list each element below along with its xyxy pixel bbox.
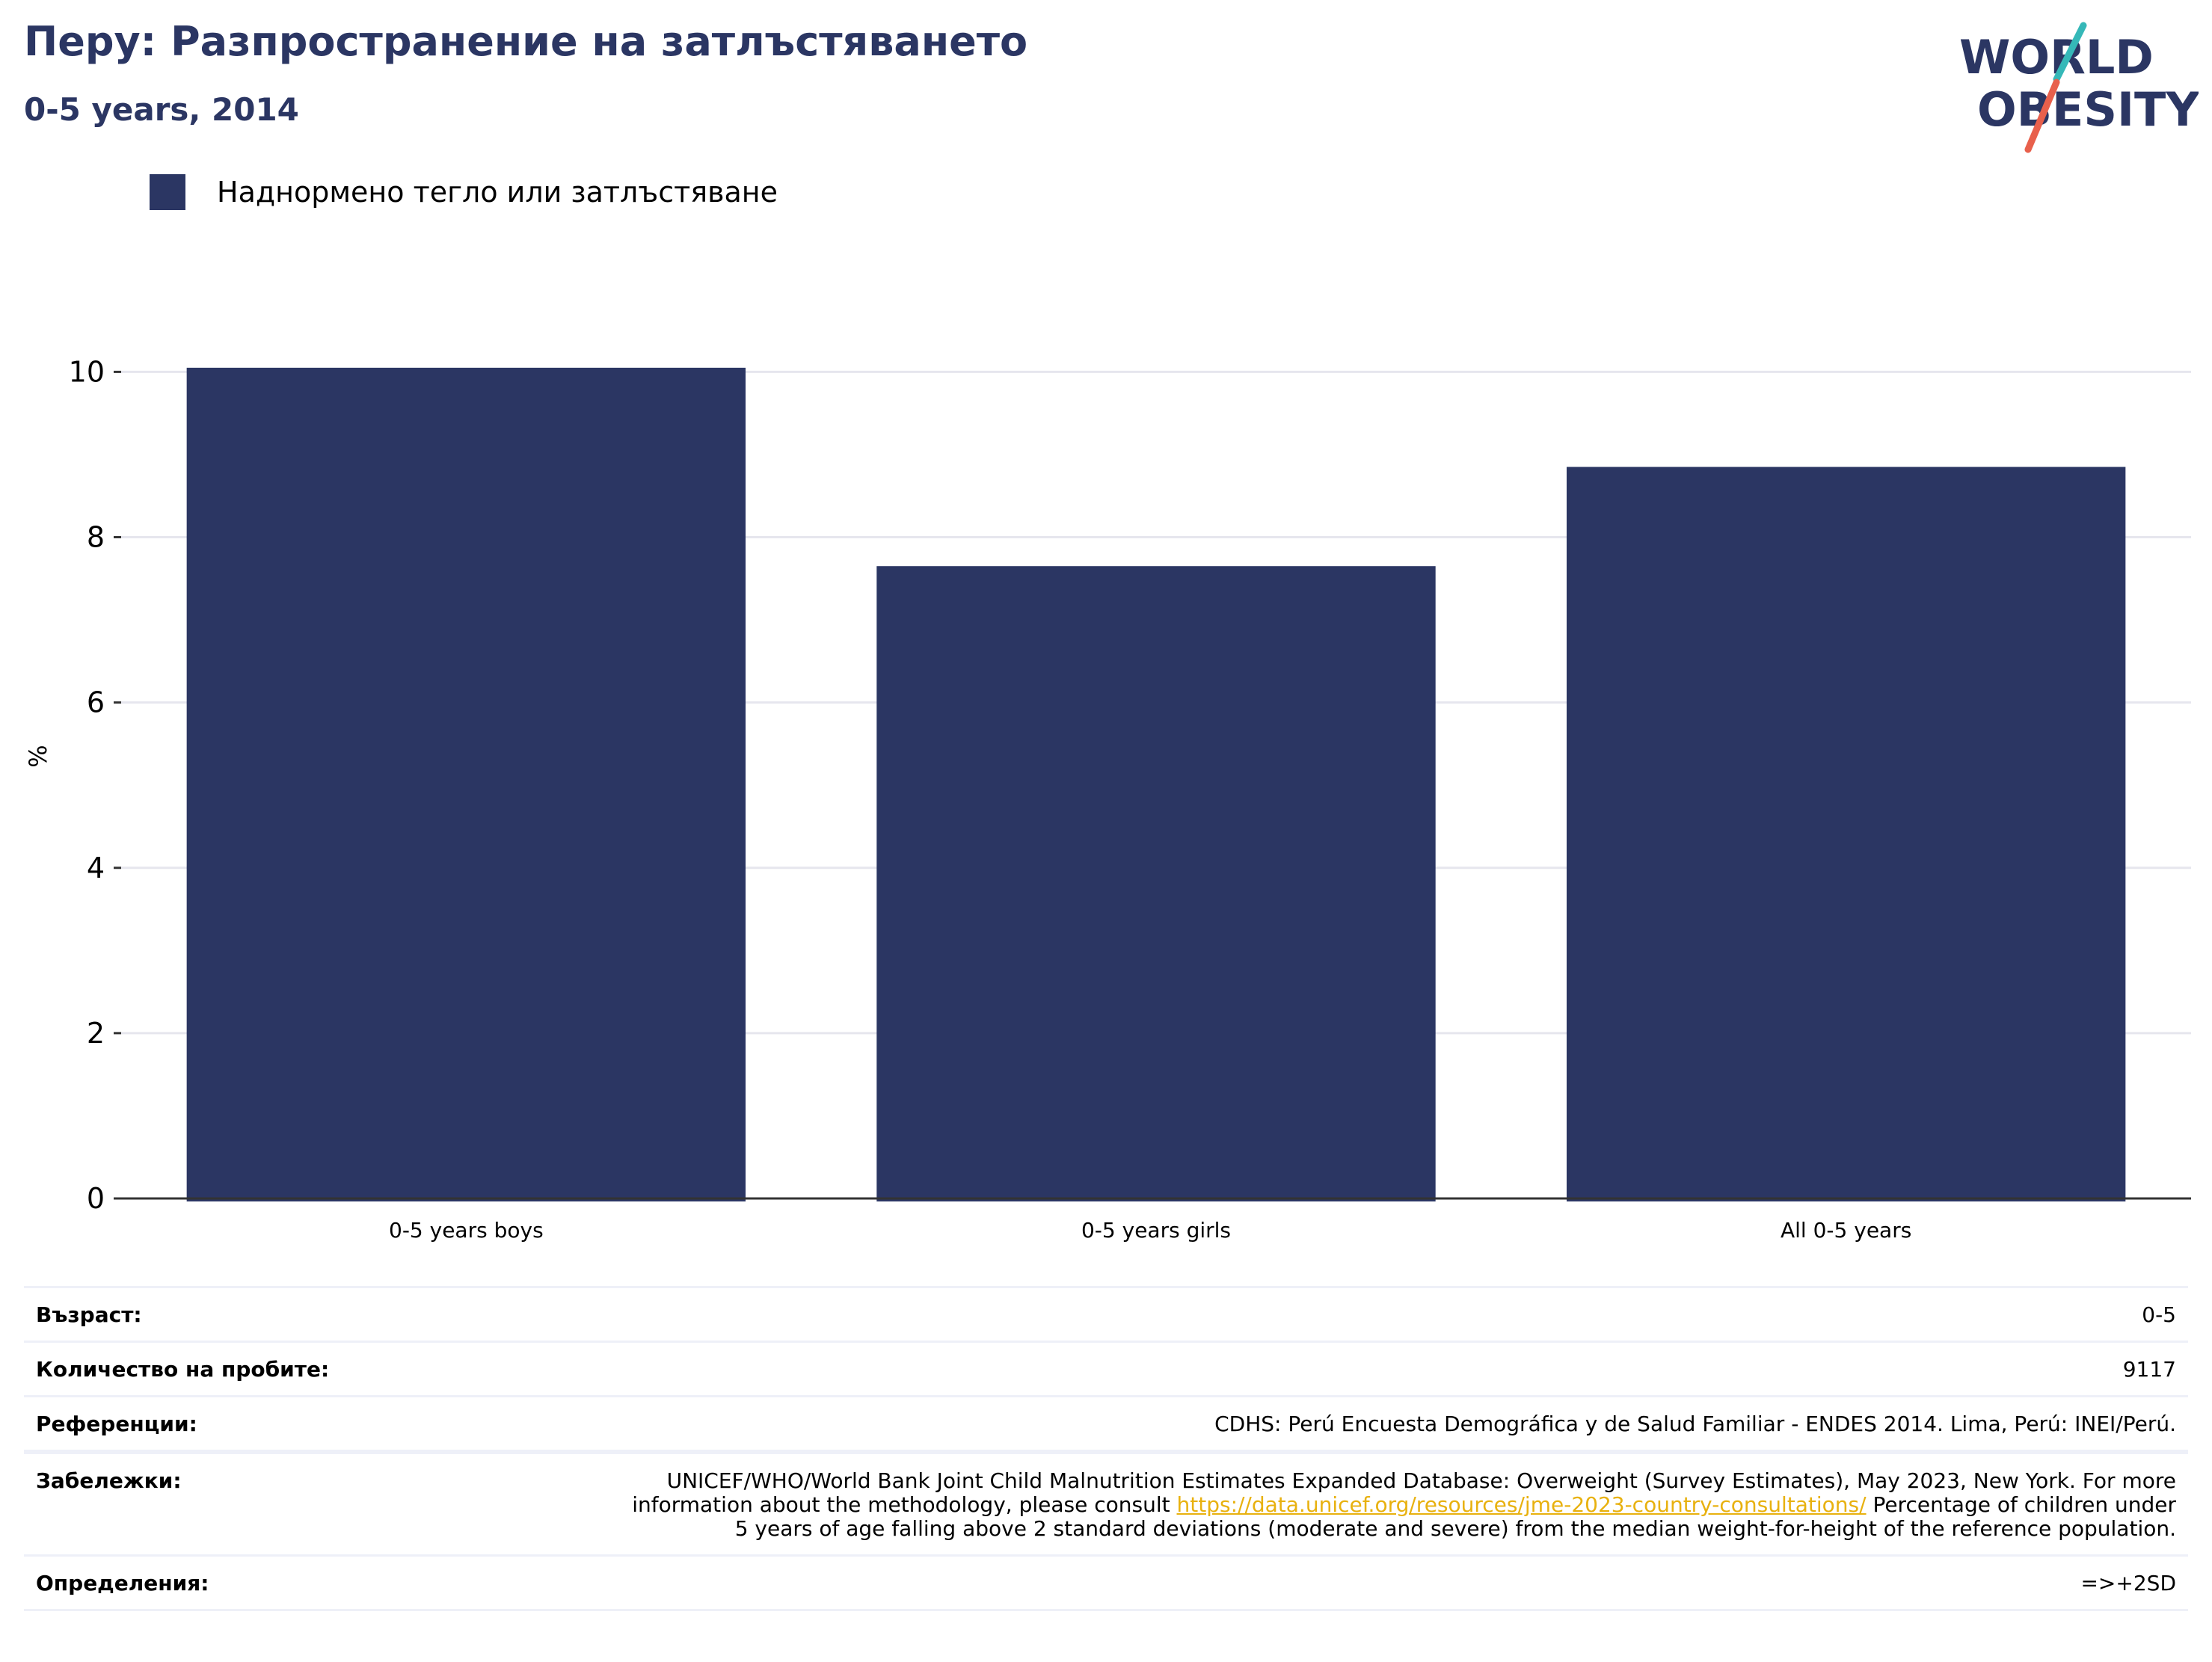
definitions-value: =>+2SD	[2080, 1571, 2176, 1595]
definitions-label: Определения:	[36, 1571, 209, 1595]
x-tick-label: 0-5 years boys	[389, 1218, 544, 1243]
y-tick-label: 0	[87, 1182, 105, 1215]
world-obesity-logo: WORLD OBESITY	[1959, 22, 2199, 153]
metadata-label: Количество на пробите:	[36, 1357, 330, 1382]
y-axis-label: %	[24, 745, 52, 767]
x-axis-labels: 0-5 years boys 0-5 years girls All 0-5 yea…	[389, 1218, 1911, 1243]
metadata-value: CDHS: Perú Encuesta Demográfica y de Sal…	[1214, 1412, 2176, 1436]
y-tick-label: 6	[87, 686, 105, 719]
y-tick-label: 2	[87, 1017, 105, 1050]
logo-text-obesity: OBESITY	[1977, 82, 2199, 137]
metadata-value: 9117	[2122, 1357, 2176, 1382]
legend[interactable]: Наднормено тегло или затлъстяване	[150, 173, 778, 211]
definitions-row: Определения: =>+2SD	[24, 1554, 2188, 1611]
notes-row: Забележки: UNICEF/WHO/World Bank Joint C…	[24, 1452, 2188, 1554]
y-tick-label: 4	[87, 852, 105, 884]
bars	[186, 367, 2126, 1201]
metadata-row: Количество на пробите: 9117	[24, 1341, 2188, 1395]
bar[interactable]	[876, 566, 1436, 1201]
y-tick-label: 10	[69, 355, 105, 388]
metadata-table: Възраст: 0-5 Количество на пробите: 9117 Реф…	[24, 1286, 2188, 1611]
metadata-row: Референции: CDHS: Perú Encuesta Demográfi…	[24, 1395, 2188, 1452]
notes-label: Забележки:	[36, 1468, 182, 1493]
notes-text-before: UNICEF/WHO/World Bank Joint Child Malnut…	[632, 1468, 2176, 1517]
metadata-value: 0-5	[2142, 1302, 2176, 1327]
metadata-label: Референции:	[36, 1412, 197, 1436]
logo-slash-red	[2024, 79, 2060, 153]
notes-value: UNICEF/WHO/World Bank Joint Child Malnut…	[621, 1469, 2176, 1541]
chart-subtitle: 0-5 years, 2014	[24, 91, 299, 128]
notes-text-after: Percentage of children under 5 years of …	[734, 1492, 2176, 1541]
y-tick-label: 8	[87, 521, 105, 554]
notes-link[interactable]: https://data.unicef.org/resources/jme-20…	[1176, 1492, 1867, 1517]
legend-swatch	[150, 174, 185, 210]
bar[interactable]	[186, 367, 746, 1201]
metadata-label: Възраст:	[36, 1302, 142, 1327]
chart-title: Перу: Разпространение на затлъстяването	[24, 18, 1028, 65]
x-tick-label: All 0-5 years	[1781, 1218, 1911, 1243]
x-tick-label: 0-5 years girls	[1081, 1218, 1231, 1243]
bar[interactable]	[1566, 467, 2126, 1201]
metadata-rows: Възраст: 0-5 Количество на пробите: 9117 Реф…	[24, 1286, 2188, 1452]
bar-chart: 0 2 4 6 8 10 % 0-5 years boys 0-5 years girls A…	[24, 355, 2191, 1243]
metadata-row: Възраст: 0-5	[24, 1286, 2188, 1341]
legend-label: Наднормено тегло или затлъстяване	[217, 176, 778, 209]
y-axis-ticks: 0 2 4 6 8 10	[69, 355, 121, 1215]
logo-slash-teal	[2053, 22, 2087, 83]
